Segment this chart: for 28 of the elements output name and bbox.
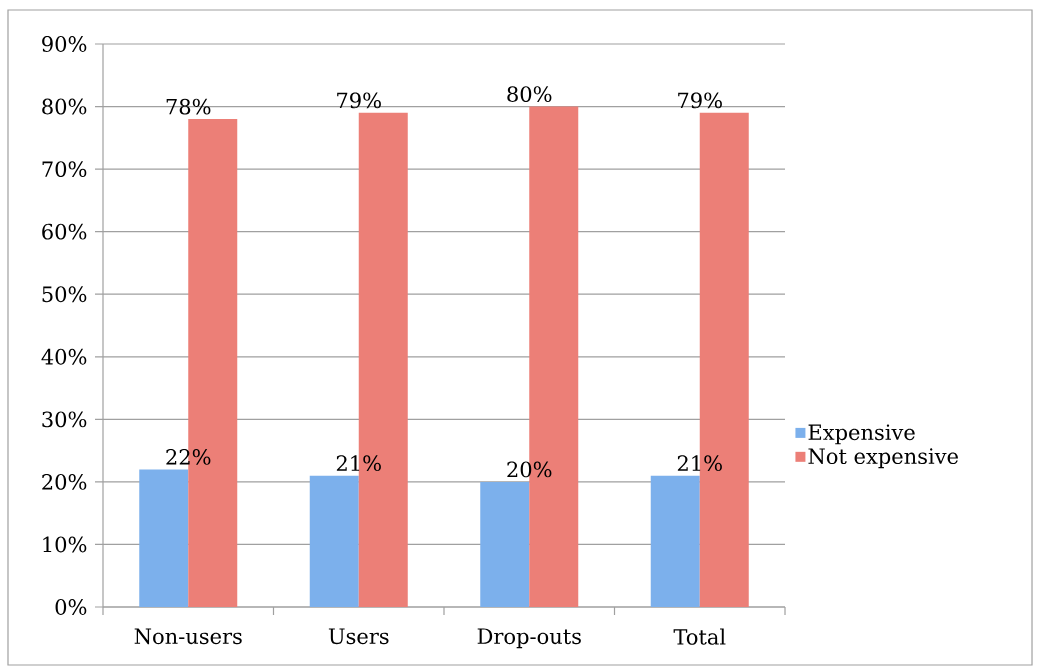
y-tick-label: 70% [42, 161, 87, 178]
y-tick-label: 40% [41, 348, 87, 365]
data-label: 22% [166, 448, 211, 465]
y-tick-label: 60% [42, 223, 87, 240]
y-tick-label: 10% [43, 536, 87, 553]
y-tick-label: 0% [55, 599, 87, 615]
x-tick-label: Total [673, 628, 726, 645]
data-label: 79% [678, 92, 722, 109]
y-tick-label: 30% [42, 411, 87, 428]
legend-label: Not expensive [808, 448, 958, 469]
x-tick-label: Non-users [134, 628, 242, 645]
bar [139, 469, 189, 607]
legend-label: Expensive [808, 424, 915, 445]
data-label: 21% [677, 455, 722, 472]
y-tick-label: 80% [42, 98, 87, 115]
data-label: 78% [166, 98, 211, 115]
y-tick-label: 50% [42, 286, 87, 303]
bar [480, 481, 530, 607]
data-label: 21% [336, 455, 381, 472]
y-tick-label: 20% [42, 473, 87, 490]
x-tick-label: Users [328, 628, 389, 645]
data-label: 80% [507, 86, 552, 103]
bar [650, 475, 700, 607]
x-tick-label: Drop-outs [477, 628, 581, 649]
y-tick-label: 90% [42, 36, 87, 52]
bar [309, 475, 359, 607]
data-label: 20% [507, 461, 552, 478]
data-label: 79% [337, 92, 381, 109]
